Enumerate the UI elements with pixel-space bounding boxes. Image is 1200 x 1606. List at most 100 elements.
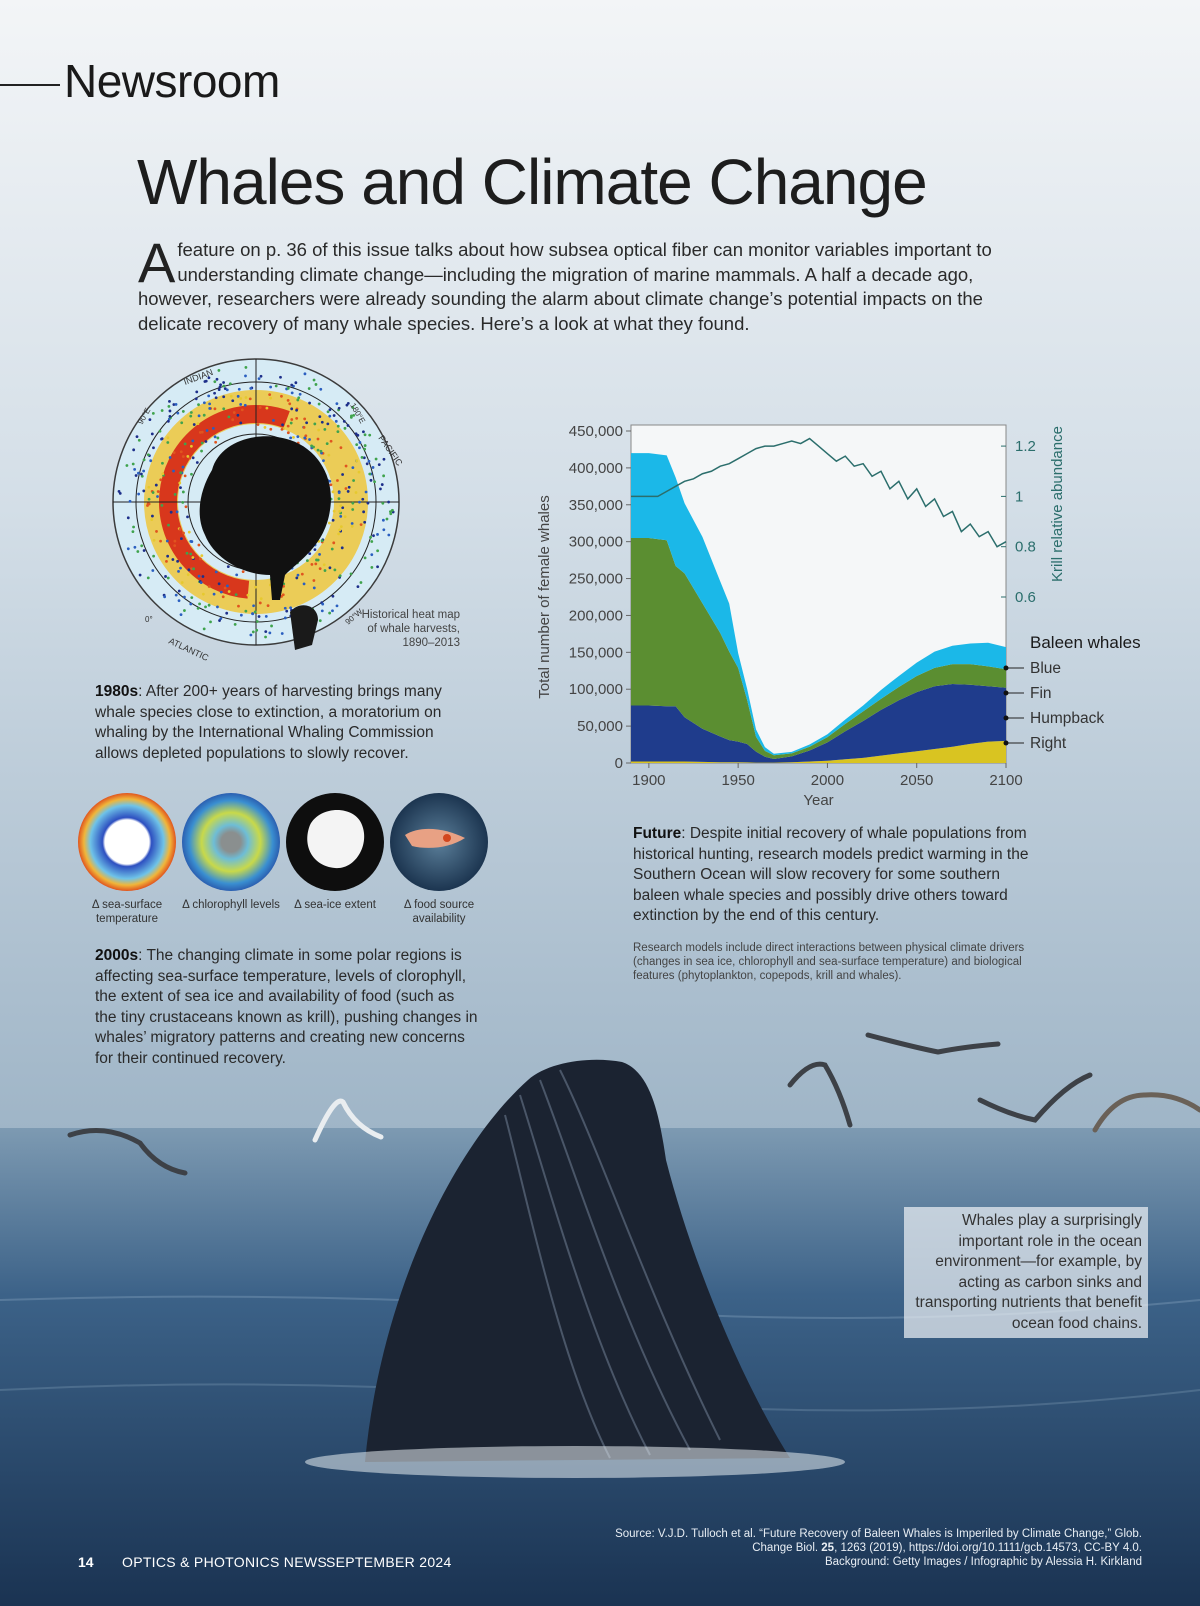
harvest-dot (213, 391, 216, 395)
harvest-dot (181, 490, 185, 494)
harvest-dot (189, 414, 193, 418)
harvest-dot (369, 535, 372, 539)
legend-label: Blue (1030, 660, 1061, 677)
harvest-dot (380, 483, 384, 486)
harvest-dot (176, 411, 180, 415)
harvest-dot (264, 630, 268, 634)
harvest-dot (160, 503, 164, 507)
harvest-dot (281, 593, 285, 597)
harvest-dot (356, 585, 360, 589)
harvest-dot (292, 435, 295, 439)
harvest-dot (214, 570, 218, 574)
harvest-dot (194, 397, 198, 401)
harvest-dot (318, 552, 321, 556)
harvest-dot (160, 437, 164, 441)
harvest-dot (134, 474, 138, 477)
harvest-dot (280, 632, 284, 635)
harvest-dot (319, 449, 323, 453)
splash (305, 1446, 845, 1478)
harvest-dot (142, 489, 146, 493)
harvest-dot (317, 402, 321, 406)
paragraph-text: : After 200+ years of harvesting brings … (95, 683, 442, 762)
harvest-dot (313, 548, 317, 552)
harvest-dot (363, 444, 367, 447)
harvest-dot (342, 419, 346, 423)
factor-images (78, 793, 488, 891)
harvest-dot (255, 628, 259, 632)
harvest-dot (213, 435, 217, 439)
harvest-dot (320, 539, 324, 543)
south-america (290, 605, 318, 650)
harvest-dot (173, 539, 177, 543)
map-label: 0° (145, 615, 153, 624)
harvest-dot (199, 581, 203, 585)
harvest-dot (327, 453, 331, 457)
harvest-dot (257, 377, 261, 381)
harvest-dot (207, 585, 211, 588)
harvest-dot (352, 479, 355, 482)
harvest-dot (181, 465, 185, 469)
harvest-dot (184, 505, 188, 509)
harvest-dot (214, 440, 218, 444)
harvest-dot (381, 501, 385, 505)
paragraph-text: : The changing climate in some polar reg… (95, 947, 478, 1067)
harvest-dot (318, 415, 322, 419)
harvest-dot (258, 406, 262, 409)
harvest-dot (251, 612, 254, 616)
harvest-dot (308, 401, 311, 405)
harvest-dot (125, 464, 129, 467)
harvest-dot (148, 418, 152, 422)
harvest-dot (312, 445, 315, 449)
harvest-dot (142, 549, 146, 552)
harvest-dot (257, 615, 261, 618)
harvest-dot (316, 437, 320, 441)
harvest-dot (296, 573, 300, 577)
harvest-dot (337, 406, 341, 410)
harvest-dot (225, 611, 229, 615)
y-tick-label: 450,000 (569, 423, 623, 440)
harvest-dot (332, 414, 336, 417)
harvest-dot (133, 467, 137, 471)
harvest-dot (187, 568, 191, 572)
harvest-dot (259, 374, 263, 378)
source: Source: V.J.D. Tulloch et al. “Future Re… (582, 1527, 1142, 1569)
harvest-dot (151, 569, 155, 572)
harvest-dot (359, 581, 363, 584)
x-tick-label: 2000 (811, 772, 844, 789)
y-axis-label: Total number of female whales (536, 495, 553, 698)
harvest-dot (140, 474, 144, 478)
harvest-dot (328, 408, 332, 412)
harvest-dot (323, 569, 327, 572)
harvest-dot (344, 487, 348, 490)
harvest-dot (251, 630, 255, 634)
harvest-dot (189, 602, 193, 606)
harvest-dot (151, 514, 154, 518)
harvest-dot (385, 517, 389, 521)
harvest-dot (335, 604, 339, 608)
harvest-dot (215, 377, 219, 381)
harvest-dot (182, 531, 185, 535)
harvest-dot (289, 606, 293, 610)
harvest-dot (345, 403, 349, 407)
harvest-dot (179, 450, 183, 454)
harvest-dot (312, 378, 316, 382)
harvest-dot (166, 554, 170, 558)
area (631, 537, 1006, 759)
harvest-dot (331, 518, 335, 522)
paragraph-2000s: 2000s: The changing climate in some pola… (95, 946, 480, 1069)
harvest-dot (325, 442, 329, 445)
harvest-dot (237, 604, 240, 608)
harvest-dot (142, 469, 146, 473)
harvest-dot (156, 490, 160, 493)
antarctica (199, 436, 331, 600)
harvest-dot (147, 497, 151, 501)
harvest-dot (351, 501, 355, 505)
drop-cap: A (138, 231, 176, 294)
harvest-dot (356, 433, 360, 437)
harvest-dot (207, 603, 211, 607)
harvest-dot (363, 520, 367, 524)
harvest-dot (132, 525, 135, 529)
harvest-dot (172, 451, 176, 455)
harvest-dot (161, 461, 164, 465)
harvest-dot (317, 428, 321, 432)
